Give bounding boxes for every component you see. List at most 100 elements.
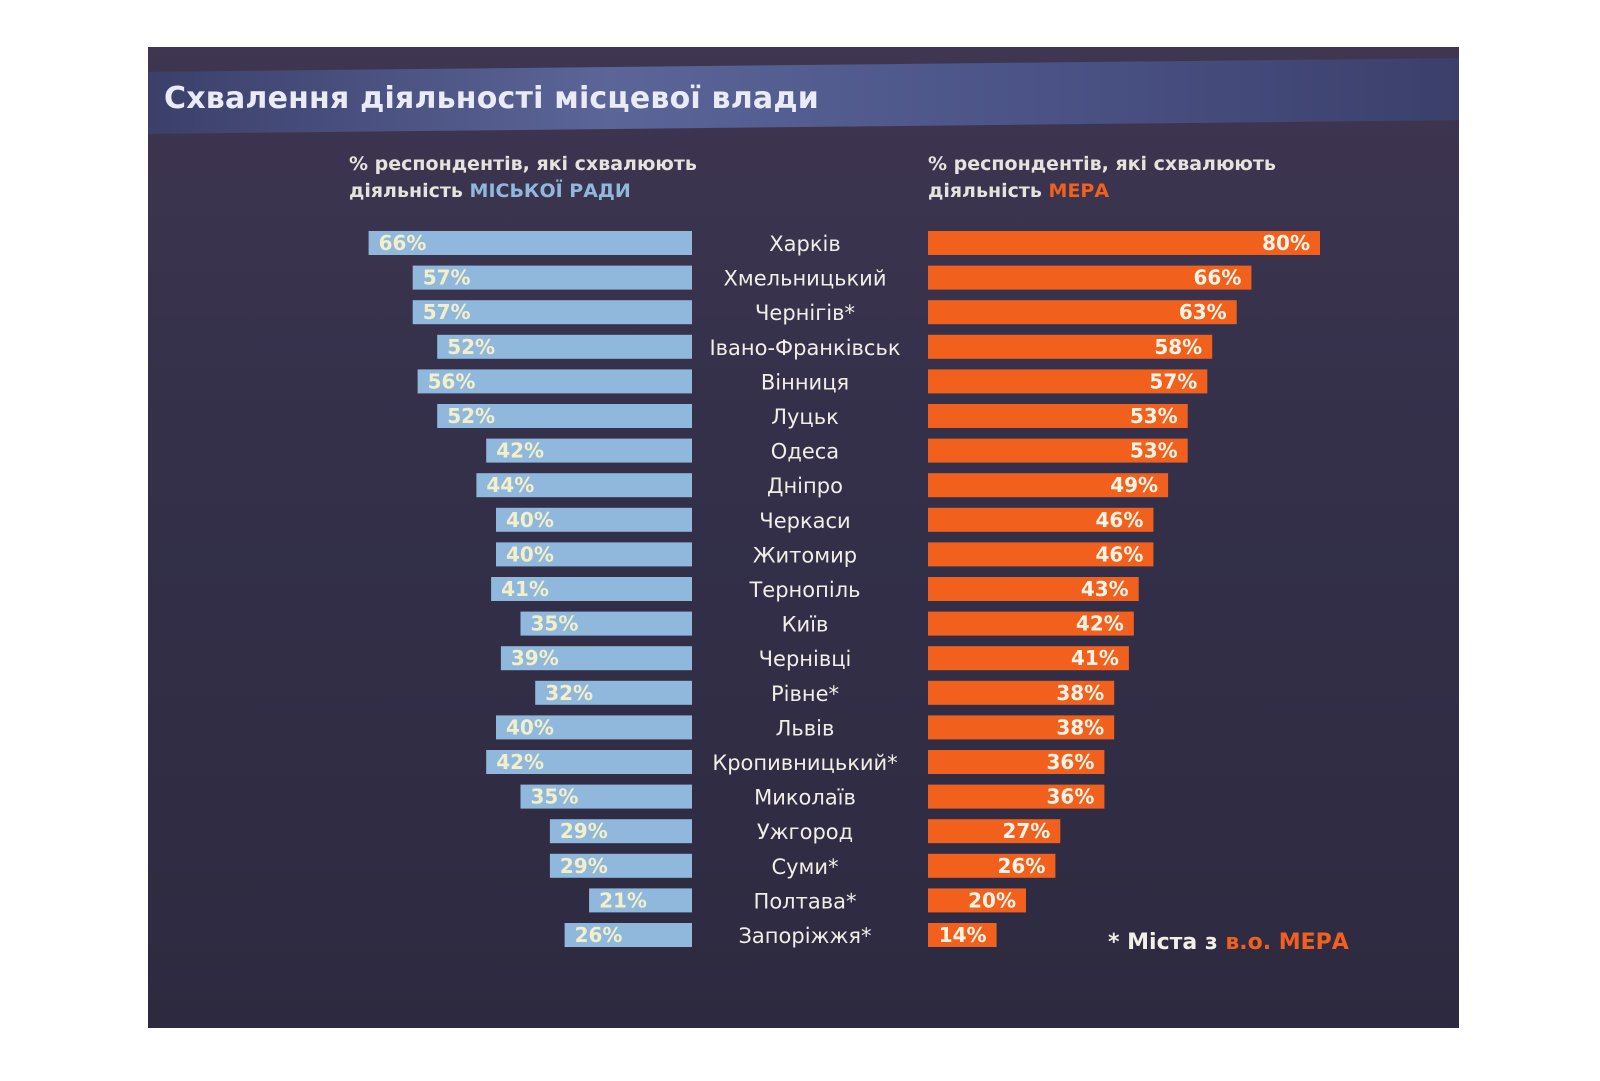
- mayor-value-label: 36%: [1047, 785, 1095, 809]
- council-bar: [368, 231, 692, 255]
- mayor-bar: [928, 611, 1134, 636]
- city-label: Одеса: [771, 440, 839, 464]
- council-bar: [500, 646, 692, 671]
- council-bar: [412, 300, 692, 325]
- council-bar: [520, 611, 692, 636]
- council-value-label: 21%: [599, 888, 647, 912]
- council-bar: [491, 577, 692, 601]
- council-value-label: 66%: [379, 231, 427, 255]
- mayor-value-label: 36%: [1047, 750, 1095, 774]
- mayor-value-label: 63%: [1179, 300, 1227, 324]
- council-value-label: 32%: [545, 681, 593, 705]
- council-value-label: 29%: [560, 854, 608, 878]
- city-label: Полтава*: [754, 889, 857, 913]
- mayor-subtitle-line2: діяльність МЕРА: [928, 178, 1276, 205]
- council-value-label: 40%: [506, 715, 554, 739]
- city-label: Івано-Франківськ: [709, 336, 900, 360]
- council-bar: [496, 507, 692, 532]
- chart-title: Схвалення діяльності місцевої влади: [164, 81, 819, 116]
- council-value-label: 57%: [423, 266, 471, 290]
- mayor-subtitle-prefix: діяльність: [928, 180, 1049, 202]
- butterfly-bar-chart: 66% Харків 80% 57% Хмельницький 66% 57% Чернігі…: [368, 231, 1320, 948]
- mayor-value-label: 49%: [1110, 473, 1158, 497]
- council-value-label: 35%: [531, 612, 579, 636]
- footnote-highlight: в.о. МЕРА: [1225, 930, 1349, 955]
- mayor-value-label: 46%: [1096, 508, 1144, 532]
- council-bar: [437, 334, 692, 359]
- mayor-bar: [928, 473, 1169, 498]
- council-value-label: 42%: [496, 439, 544, 463]
- mayor-value-label: 57%: [1149, 369, 1197, 393]
- city-label: Львів: [776, 716, 835, 740]
- mayor-value-label: 43%: [1081, 577, 1129, 601]
- mayor-bar: [928, 404, 1188, 428]
- footnote: * Міста з в.о. МЕРА: [1108, 930, 1349, 955]
- city-label: Луцьк: [771, 405, 839, 429]
- city-label: Черкаси: [759, 509, 850, 533]
- mayor-bar: [928, 819, 1061, 844]
- council-bar: [549, 819, 692, 844]
- mayor-value-label: 66%: [1194, 266, 1242, 290]
- council-subtitle-line1: % респондентів, які схвалюють: [349, 153, 697, 175]
- city-label: Рівне*: [771, 682, 839, 706]
- council-bar: [589, 888, 692, 913]
- mayor-bar: [928, 853, 1056, 878]
- mayor-value-label: 42%: [1076, 612, 1124, 636]
- council-bar: [486, 750, 692, 774]
- council-value-label: 44%: [486, 473, 534, 497]
- mayor-value-label: 46%: [1096, 542, 1144, 566]
- city-label: Дніпро: [767, 474, 843, 498]
- mayor-bar: [928, 300, 1237, 325]
- council-bar: [437, 404, 692, 428]
- mayor-value-label: 58%: [1154, 335, 1202, 359]
- city-label: Миколаїв: [754, 786, 856, 810]
- city-label: Тернопіль: [748, 578, 860, 602]
- mayor-bar: [928, 577, 1139, 601]
- mayor-value-label: 80%: [1262, 231, 1310, 255]
- council-value-label: 35%: [531, 785, 579, 809]
- council-value-label: 29%: [560, 819, 608, 843]
- mayor-value-label: 38%: [1056, 681, 1104, 705]
- council-value-label: 40%: [506, 542, 554, 566]
- council-bar: [486, 438, 692, 463]
- council-bar: [520, 784, 692, 809]
- mayor-value-label: 38%: [1056, 715, 1104, 739]
- mayor-value-label: 20%: [968, 888, 1016, 912]
- council-subtitle-line2: діяльність МІСЬКОЇ РАДИ: [349, 178, 697, 205]
- council-bar: [476, 473, 692, 498]
- city-label: Хмельницький: [724, 267, 887, 291]
- council-bar: [496, 715, 692, 740]
- city-label: Кропивницький*: [712, 751, 897, 775]
- mayor-bar: [928, 265, 1252, 290]
- mayor-value-label: 14%: [939, 923, 987, 947]
- council-subtitle: % респондентів, які схвалюють діяльність…: [349, 151, 697, 205]
- council-bar: [412, 265, 692, 290]
- council-subtitle-prefix: діяльність: [349, 180, 470, 202]
- council-bar: [496, 542, 692, 567]
- city-label: Суми*: [771, 855, 838, 879]
- council-bar: [549, 853, 692, 878]
- council-value-label: 41%: [501, 577, 549, 601]
- mayor-bar: [928, 542, 1154, 567]
- mayor-subtitle: % респондентів, які схвалюють діяльність…: [928, 151, 1276, 205]
- mayor-bar: [928, 231, 1320, 255]
- council-value-label: 39%: [511, 646, 559, 670]
- mayor-bar: [928, 680, 1115, 705]
- mayor-value-label: 27%: [1002, 819, 1050, 843]
- mayor-value-label: 53%: [1130, 439, 1178, 463]
- city-label: Житомир: [753, 543, 857, 567]
- council-value-label: 57%: [423, 300, 471, 324]
- city-label: Запоріжжя*: [738, 924, 871, 948]
- mayor-bar: [928, 715, 1115, 740]
- council-subtitle-highlight: МІСЬКОЇ РАДИ: [469, 180, 631, 202]
- city-label: Чернівці: [759, 647, 852, 671]
- footnote-prefix: * Міста з: [1108, 930, 1226, 955]
- mayor-bar: [928, 369, 1208, 394]
- city-label: Харків: [769, 232, 840, 256]
- council-value-label: 42%: [496, 750, 544, 774]
- city-label: Чернігів*: [755, 301, 855, 325]
- mayor-subtitle-highlight: МЕРА: [1048, 180, 1110, 202]
- mayor-value-label: 26%: [998, 854, 1046, 878]
- council-bar: [535, 680, 692, 705]
- mayor-value-label: 53%: [1130, 404, 1178, 428]
